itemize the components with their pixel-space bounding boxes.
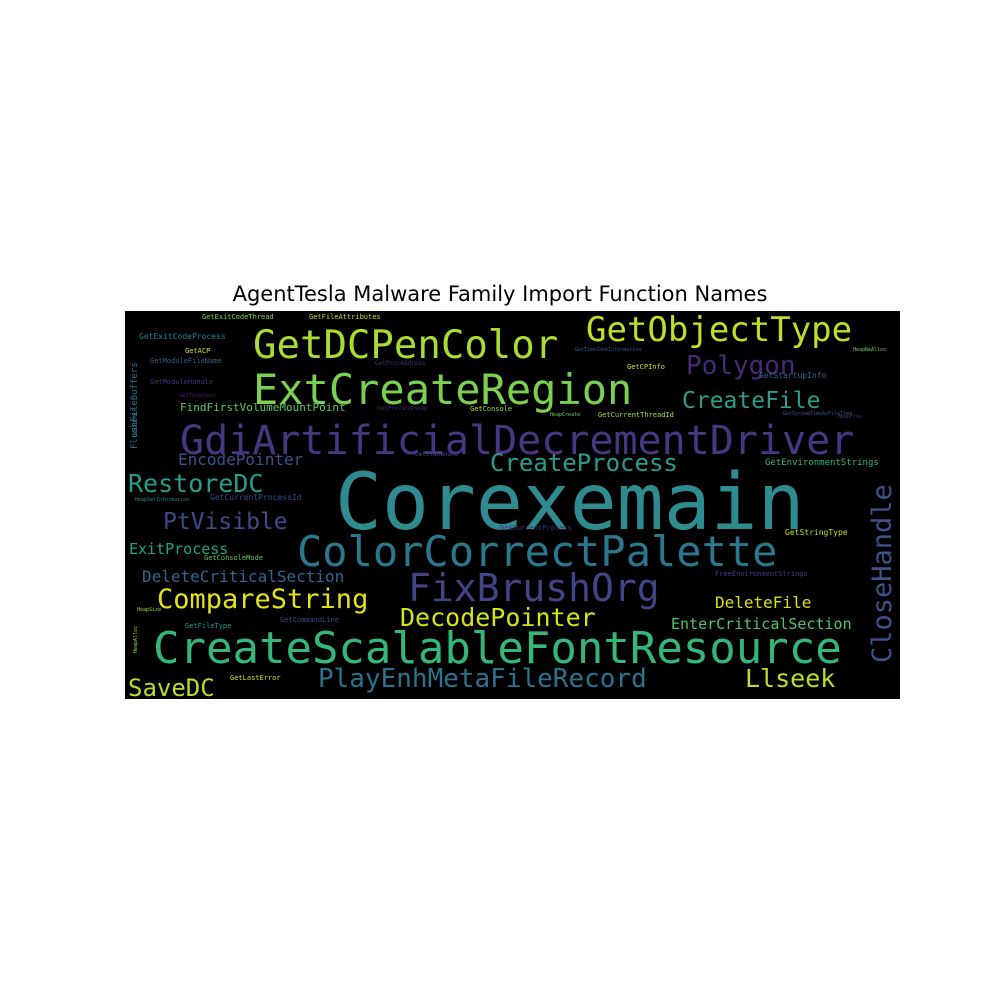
word-decodepointer: DecodePointer <box>400 603 596 632</box>
word-gettickcount: GetTickCount <box>180 393 216 399</box>
word-createprocess: CreateProcess <box>490 449 678 477</box>
word-getstringtype: GetStringType <box>785 528 848 537</box>
word-flushfilebuffers: FlushFileBuffers <box>130 362 140 449</box>
word-getcpinfo: GetCPInfo <box>627 363 665 371</box>
word-comparestring: CompareString <box>157 584 368 615</box>
word-deletefile: DeleteFile <box>715 593 811 612</box>
word-entercriticalsection: EnterCriticalSection <box>671 615 852 633</box>
word-corexemain: Corexemain <box>335 458 805 548</box>
word-heapcreate: HeapCreate <box>550 412 580 418</box>
word-getmodulefilename: GetModuleFileName <box>150 357 222 365</box>
word-getcommandline: GetCommandLine <box>280 616 339 624</box>
word-colorcorrectpalette: ColorCorrectPalette <box>297 527 777 576</box>
word-getobjecttype: GetObjectType <box>586 311 852 350</box>
word-savedc: SaveDC <box>128 674 215 699</box>
word-deletecriticalsection: DeleteCriticalSection <box>142 567 344 586</box>
word-getexitcodeprocess: GetExitCodeProcess <box>139 332 226 341</box>
word-gdiartificialdecrementdriver: GdiArtificialDecrementDriver <box>180 418 854 464</box>
word-createfile: CreateFile <box>682 388 820 414</box>
word-cloud: Corexemain GdiArtificialDecrementDriver Cr… <box>125 311 900 699</box>
word-getexitcodethread: GetExitCodeThread <box>202 313 274 321</box>
word-freeenvironmentstrings: FreeEnvironmentStrings <box>715 570 808 578</box>
word-heapfree: HeapFree <box>838 414 862 420</box>
word-getfileattributes: GetFileAttributes <box>309 313 381 321</box>
word-getfiletype: GetFileType <box>185 622 231 630</box>
word-closehandle: CloseHandle <box>867 484 898 663</box>
word-ptvisible: PtVisible <box>163 509 288 535</box>
word-getprocaddress: GetProcAddress <box>375 360 426 367</box>
word-getcurrentthreadid: GetCurrentThreadId <box>598 411 674 419</box>
word-getconsolemode: GetConsoleMode <box>204 554 263 562</box>
word-encodepointer: EncodePointer <box>178 450 304 469</box>
word-restoredc: RestoreDC <box>128 469 263 498</box>
word-getmodulehandle: GetModuleHandle <box>150 378 213 386</box>
word-gettimezoneinformation: GetTimeZoneInformation <box>575 347 641 353</box>
word-cloud-svg: CorexemainGdiArtificialDecrementDriverCr… <box>128 311 898 699</box>
word-getsystemtimeasfiletime: GetSystemTimeAsFileTime <box>783 411 852 417</box>
word-getcurrentprocess: GetCurrentProcess <box>500 524 572 532</box>
word-heaprealloc: HeapReAlloc <box>853 347 886 353</box>
word-createscalablefontresource: CreateScalableFontResource <box>153 623 842 674</box>
word-getoemcp: GetOEMCP <box>132 408 139 437</box>
word-exitprocess: ExitProcess <box>129 540 228 558</box>
chart-title: AgentTesla Malware Family Import Functio… <box>232 282 768 306</box>
word-fixbrushorg: FixBrushOrg <box>408 566 660 610</box>
word-playenhmetafilerecord: PlayEnhMetaFileRecord <box>318 664 647 694</box>
word-findfirstvolumemountpoint: FindFirstVolumeMountPoint <box>180 401 346 414</box>
word-getconsole: GetConsole <box>470 405 512 413</box>
word-getcurrentprocessid: GetCurrentProcessId <box>210 493 302 502</box>
word-heapsize: HeapSize <box>137 607 161 613</box>
word-getlasterror: GetLastError <box>230 674 281 682</box>
word-llseek: Llseek <box>745 664 835 693</box>
word-getprocessheap: GetProcessHeap <box>377 405 428 412</box>
word-polygon: Polygon <box>686 351 796 381</box>
word-extcreateregion: ExtCreateRegion <box>253 365 632 414</box>
word-getacp: GetACP <box>185 347 210 355</box>
word-getenvironmentstrings: GetEnvironmentStrings <box>765 458 879 468</box>
word-getstdhandle: GetStdHandle <box>415 451 459 458</box>
word-heapalloc: HeapAlloc <box>133 626 139 653</box>
word-heapsetinformation: HeapSetInformation <box>135 497 189 503</box>
word-getstartupinfo: GetStartupInfo <box>759 371 827 380</box>
word-getdcpencolor: GetDCPenColor <box>253 323 558 368</box>
